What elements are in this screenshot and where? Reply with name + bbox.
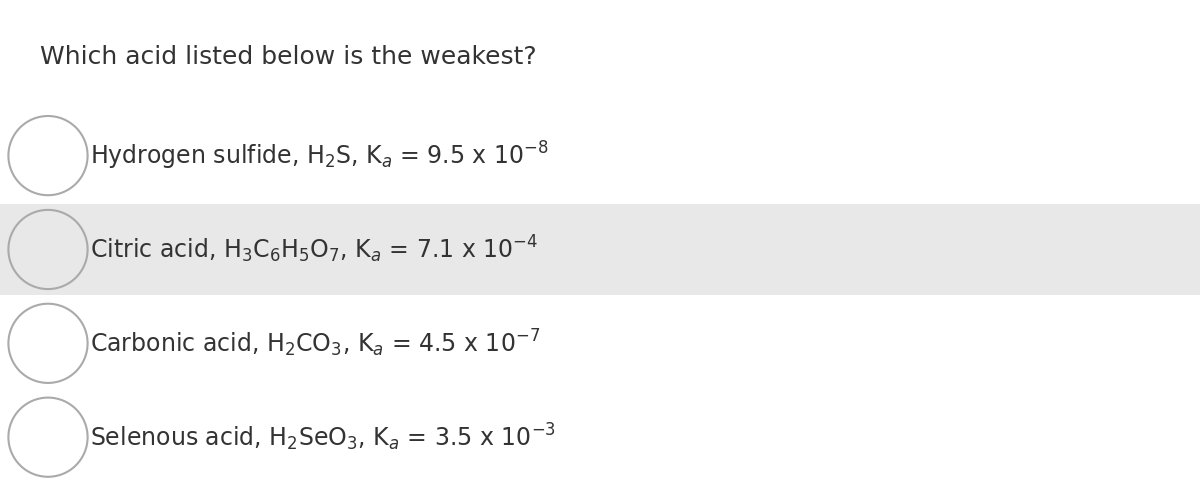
Text: Hydrogen sulfide, H$_2$S, K$_a$ = 9.5 x 10$^{-8}$: Hydrogen sulfide, H$_2$S, K$_a$ = 9.5 x … — [90, 139, 548, 172]
Text: Carbonic acid, H$_2$CO$_3$, K$_a$ = 4.5 x 10$^{-7}$: Carbonic acid, H$_2$CO$_3$, K$_a$ = 4.5 … — [90, 328, 540, 359]
Text: Citric acid, H$_3$C$_6$H$_5$O$_7$, K$_a$ = 7.1 x 10$^{-4}$: Citric acid, H$_3$C$_6$H$_5$O$_7$, K$_a$… — [90, 234, 539, 265]
Text: Selenous acid, H$_2$SeO$_3$, K$_a$ = 3.5 x 10$^{-3}$: Selenous acid, H$_2$SeO$_3$, K$_a$ = 3.5… — [90, 421, 556, 453]
FancyBboxPatch shape — [0, 204, 1200, 295]
Text: Which acid listed below is the weakest?: Which acid listed below is the weakest? — [40, 45, 536, 69]
